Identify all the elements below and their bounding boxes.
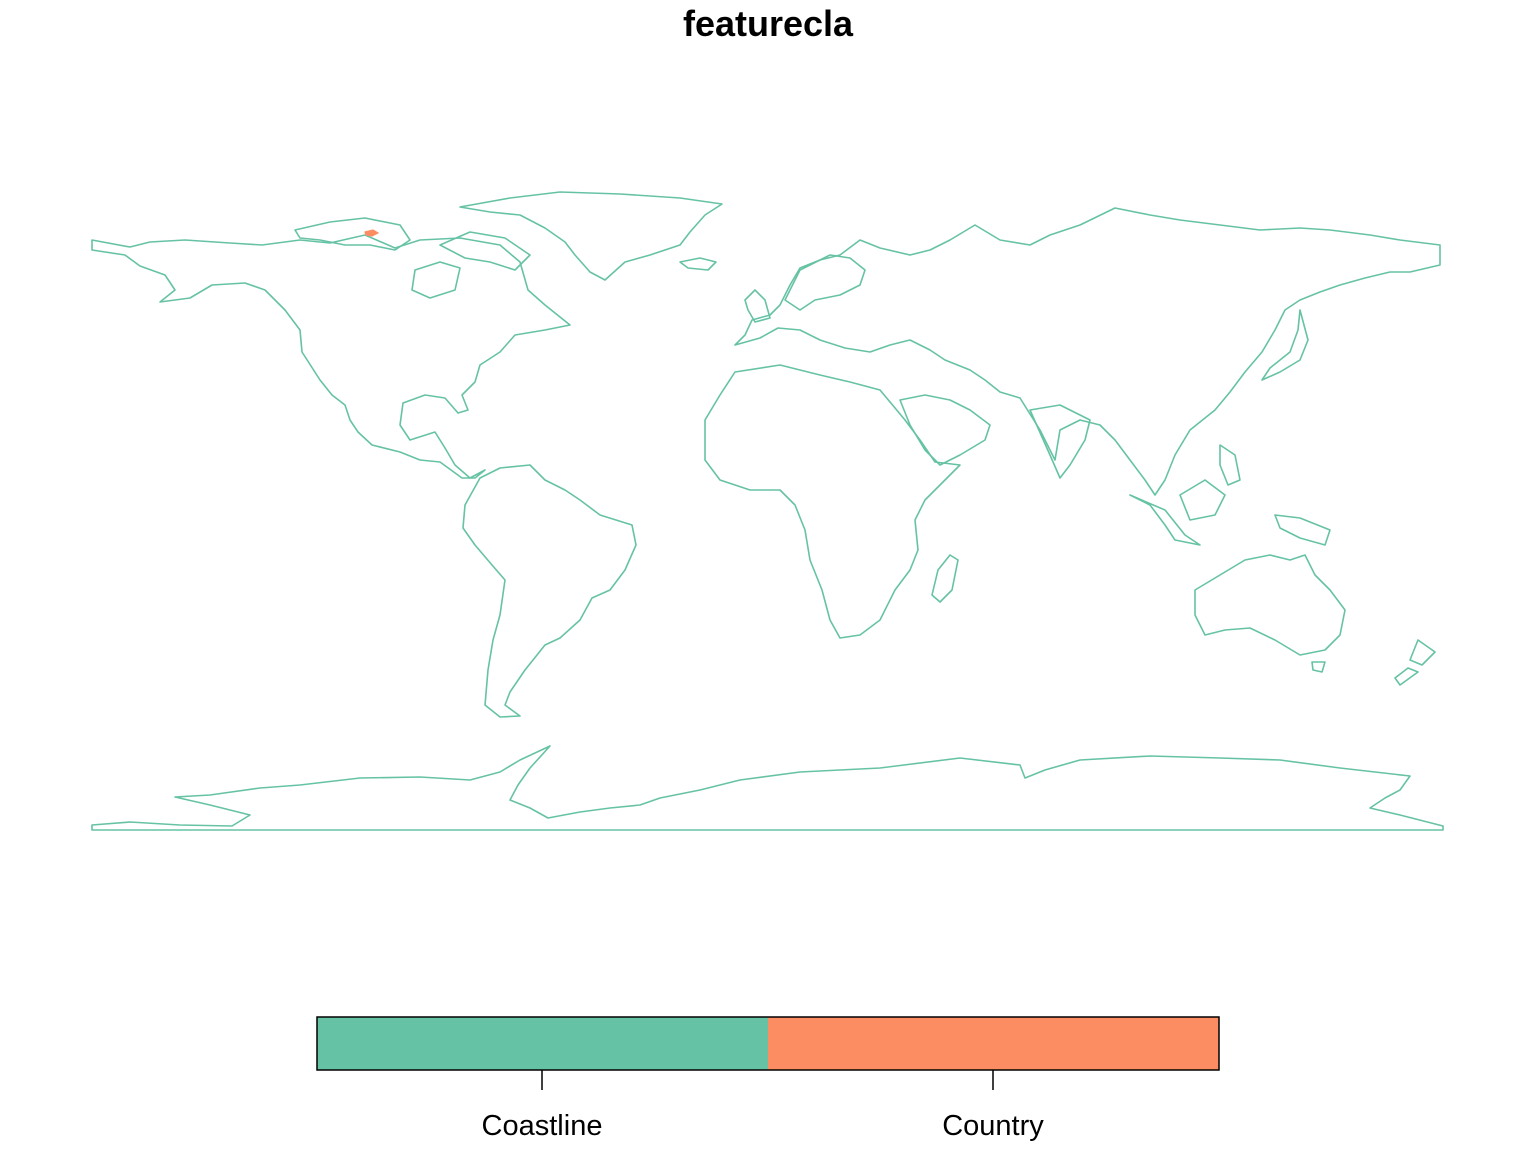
coastline-hudson: [411, 261, 461, 299]
coastline-arabia: [899, 394, 991, 466]
coastline-eurasia: [734, 207, 1441, 496]
coastline-tasmania: [1311, 661, 1326, 673]
legend-frame: [316, 1016, 1220, 1071]
legend: [316, 1016, 1220, 1090]
coastline-britain: [744, 289, 771, 323]
coastline-iceland: [679, 257, 717, 271]
coastline-south-america: [462, 464, 637, 718]
coastline-borneo: [1179, 479, 1226, 521]
legend-swatch-coastline: [317, 1017, 768, 1070]
coastline-indonesia: [1129, 494, 1201, 546]
coastline-antarctica: [91, 745, 1444, 831]
coastline-new-zealand: [1394, 639, 1436, 686]
coastline-layer: [91, 191, 1444, 831]
coastline-greenland: [459, 191, 723, 281]
coastline-madagascar: [931, 554, 959, 603]
map-title: featurecla: [682, 3, 854, 44]
legend-label-coastline: Coastline: [481, 1110, 603, 1142]
coastline-australia: [1194, 554, 1346, 656]
coastline-new-guinea: [1274, 514, 1331, 546]
coastline-africa: [704, 364, 961, 639]
coastline-arctic-islands: [294, 217, 411, 251]
legend-label-country: Country: [942, 1110, 1044, 1142]
coastline-philippines: [1219, 444, 1241, 486]
coastline-baffin: [439, 231, 531, 271]
coastline-scandinavia: [784, 254, 866, 311]
coastline-india: [1029, 404, 1091, 479]
coastline-north-america: [91, 234, 571, 479]
legend-swatch-country: [768, 1017, 1219, 1070]
coastline-japan: [1261, 309, 1309, 381]
country-feature: [364, 229, 380, 237]
